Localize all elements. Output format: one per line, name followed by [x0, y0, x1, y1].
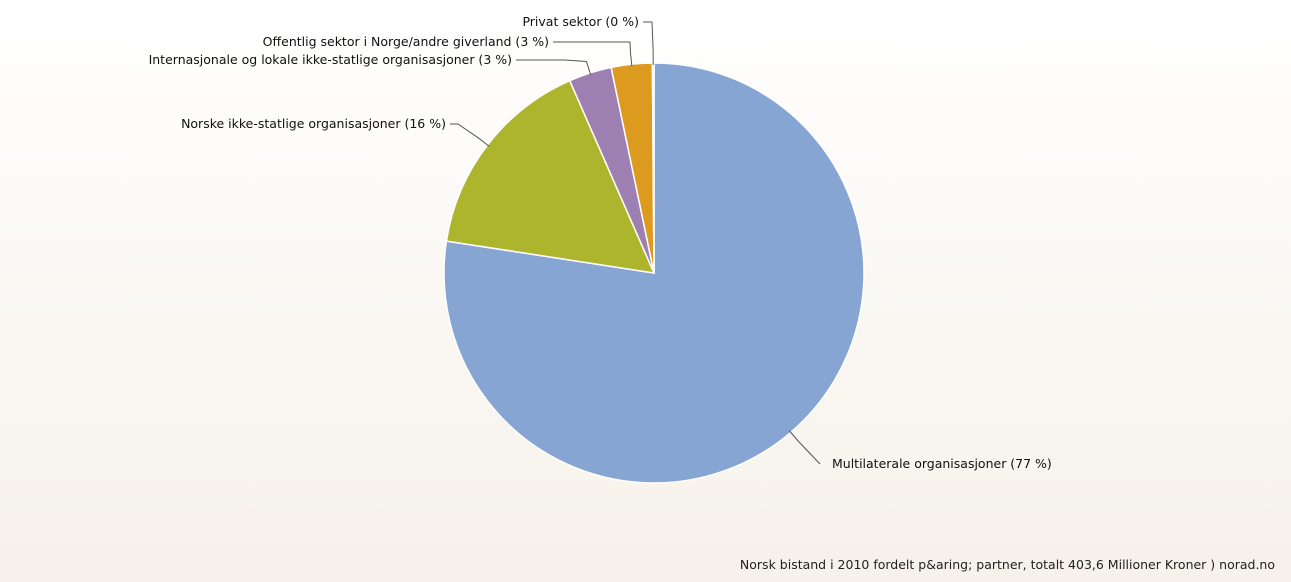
slice-label: Internasjonale og lokale ikke-statlige o…	[149, 52, 512, 67]
leader-line	[516, 59, 592, 76]
footer-credit: Norsk bistand i 2010 fordelt p&aring; pa…	[739, 557, 1275, 572]
leader-line	[450, 123, 490, 147]
slice-label: Norske ikke-statlige organisasjoner (16 …	[181, 116, 446, 131]
leader-line	[553, 41, 633, 67]
leader-line	[643, 21, 654, 66]
slice-label: Offentlig sektor i Norge/andre giverland…	[263, 34, 549, 49]
slice-label: Privat sektor (0 %)	[522, 14, 639, 29]
slice-label: Multilaterale organisasjoner (77 %)	[832, 456, 1052, 471]
leader-line	[789, 430, 821, 465]
